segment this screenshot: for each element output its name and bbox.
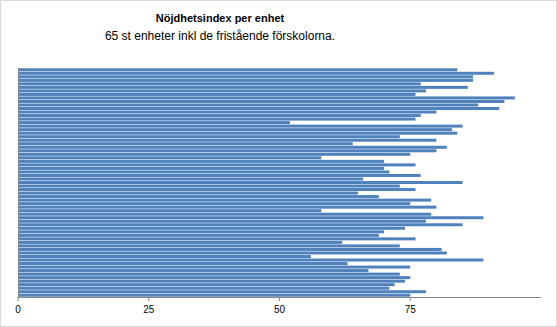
bar [18, 153, 410, 156]
bar [18, 241, 342, 244]
bar [18, 220, 426, 223]
bar [18, 287, 389, 290]
bar [18, 128, 452, 131]
bar [18, 202, 410, 205]
bar [18, 103, 478, 106]
bar [18, 185, 400, 188]
bar [18, 142, 353, 145]
bar [18, 266, 410, 269]
bar [18, 259, 483, 262]
bar [18, 234, 379, 237]
x-tick-label: 50 [274, 304, 286, 315]
title: Nöjdhetsindex per enhet [156, 12, 285, 24]
bar [18, 181, 463, 184]
bar [18, 82, 421, 85]
bar [18, 283, 395, 286]
bar [18, 294, 410, 297]
bar [18, 96, 515, 99]
bar [18, 230, 384, 233]
bar [18, 114, 421, 117]
bar [18, 72, 494, 75]
bar [18, 132, 457, 135]
bar [18, 79, 473, 82]
x-tick [279, 297, 280, 301]
subtitle: 65 st enheter inkl de fristående förskol… [105, 29, 335, 43]
x-tick-label: 25 [143, 304, 155, 315]
bar [18, 199, 431, 202]
bar [18, 93, 415, 96]
bar [18, 255, 311, 258]
bar [18, 100, 504, 103]
bar [18, 188, 415, 191]
bar [18, 290, 426, 293]
bar [18, 89, 426, 92]
bar [18, 192, 358, 195]
bar [18, 273, 400, 276]
bar [18, 170, 389, 173]
bar [18, 280, 405, 283]
bar [18, 206, 436, 209]
bar [18, 160, 384, 163]
chart: Nöjdhetsindex per enhet 65 st enheter ink… [0, 0, 557, 327]
bar [18, 216, 483, 219]
bar [18, 213, 431, 216]
bar [18, 251, 447, 254]
bar [18, 125, 463, 128]
bar [18, 146, 447, 149]
y-axis-line [18, 68, 19, 297]
x-tick [410, 297, 411, 301]
bar [18, 177, 363, 180]
bar [18, 75, 473, 78]
bar [18, 174, 421, 177]
bar [18, 135, 400, 138]
bar [18, 262, 347, 265]
bar [18, 209, 321, 212]
bar [18, 111, 436, 114]
bar [18, 163, 415, 166]
x-tick-label: 0 [15, 304, 21, 315]
bar [18, 118, 415, 121]
bar [18, 237, 415, 240]
bar [18, 68, 457, 71]
bar [18, 269, 368, 272]
bar [18, 86, 468, 89]
bars [18, 68, 515, 296]
bar [18, 195, 379, 198]
bar [18, 244, 400, 247]
bar [18, 223, 463, 226]
bar [18, 107, 499, 110]
x-tick-label: 75 [405, 304, 417, 315]
bar [18, 227, 405, 230]
bar [18, 248, 442, 251]
bar [18, 276, 410, 279]
chart-frame [1, 1, 557, 327]
bar [18, 149, 436, 152]
bar [18, 167, 384, 170]
x-tick [18, 297, 19, 301]
bar [18, 121, 290, 124]
x-tick [148, 297, 149, 301]
bar [18, 139, 436, 142]
bar [18, 156, 321, 159]
